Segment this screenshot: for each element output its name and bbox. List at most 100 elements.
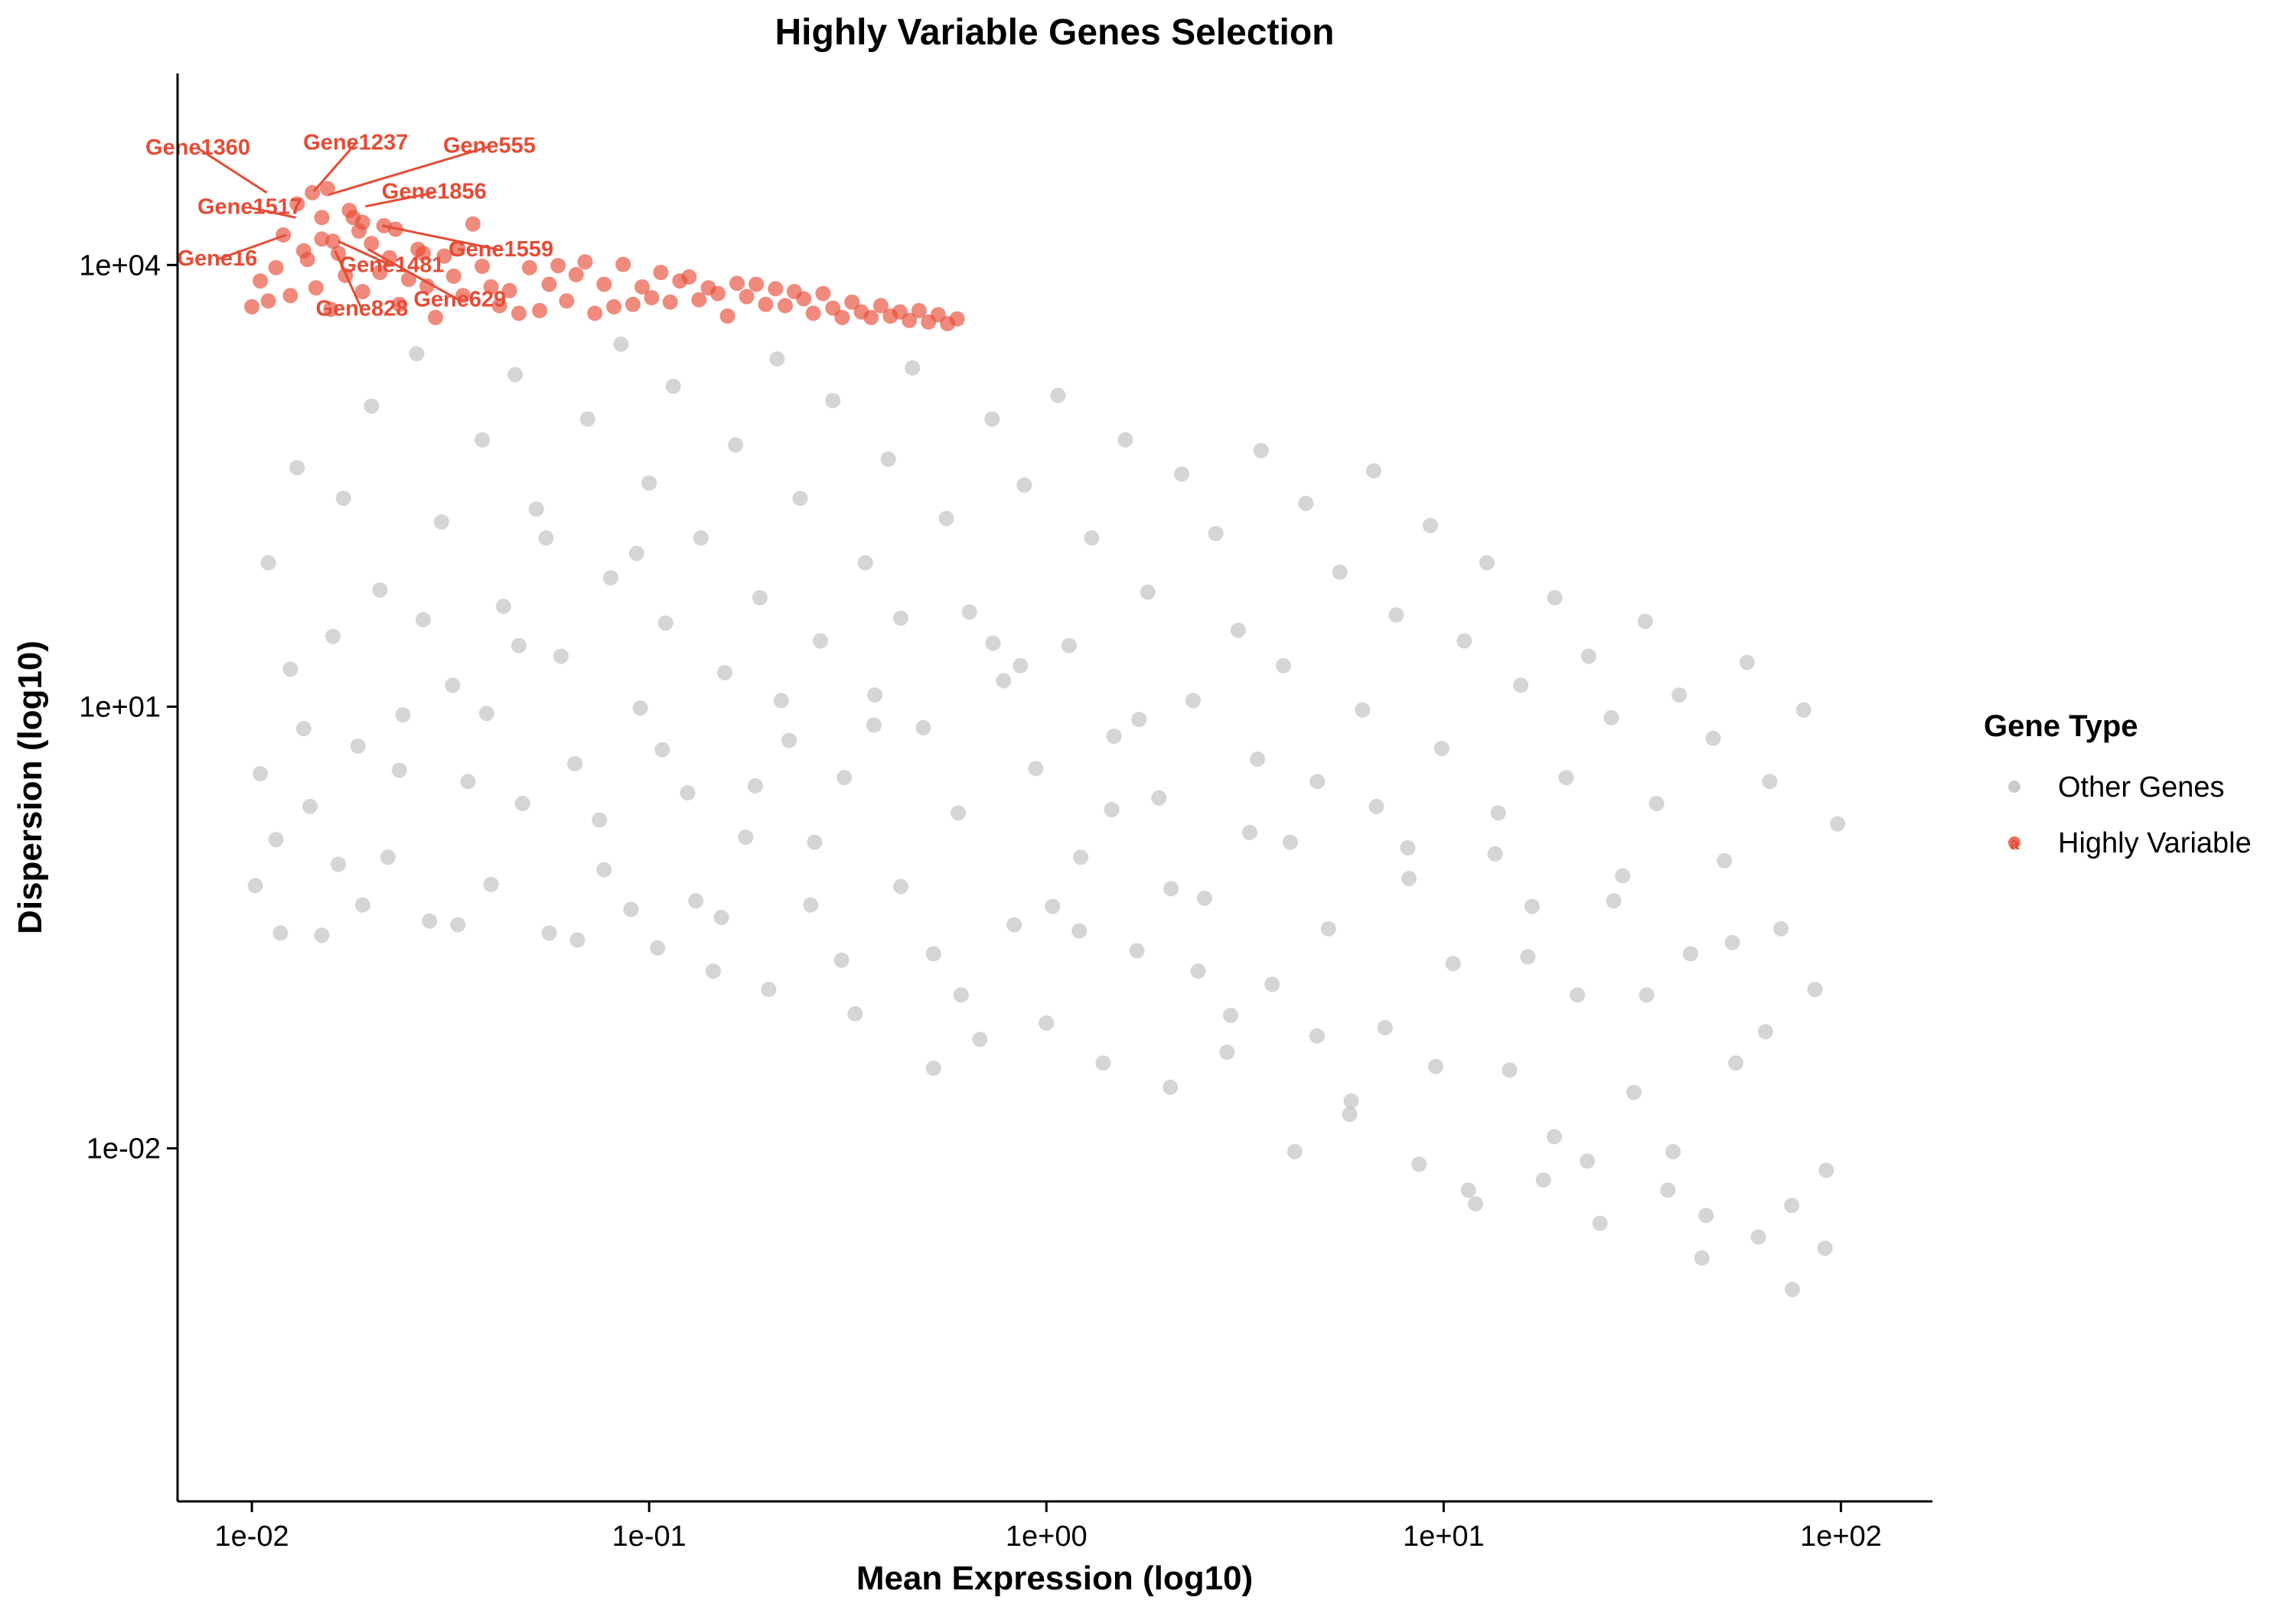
point-other-genes-25 bbox=[528, 501, 544, 517]
point-highly-variable-87 bbox=[416, 246, 431, 262]
point-highly-variable-19 bbox=[400, 272, 416, 287]
point-highly-variable-54 bbox=[729, 275, 745, 292]
point-other-genes-10 bbox=[350, 738, 366, 754]
point-highly-variable-64 bbox=[825, 300, 841, 316]
annotation-label-gene1237: Gene1237 bbox=[303, 130, 408, 155]
y-tick-label-2: 1e+04 bbox=[79, 249, 161, 282]
point-other-genes-40 bbox=[693, 530, 709, 546]
point-other-genes-185 bbox=[1282, 834, 1298, 850]
point-other-genes-78 bbox=[1117, 432, 1133, 448]
point-other-genes-73 bbox=[1061, 637, 1077, 654]
point-other-genes-14 bbox=[395, 707, 411, 723]
point-highly-variable-89 bbox=[314, 210, 330, 226]
point-highly-variable-28 bbox=[483, 279, 499, 295]
point-other-genes-52 bbox=[825, 393, 841, 409]
legend-swatch-other-genes bbox=[2008, 781, 2020, 793]
point-highly-variable-55 bbox=[739, 288, 755, 305]
point-other-genes-20 bbox=[475, 432, 491, 448]
point-other-genes-148 bbox=[654, 742, 670, 758]
point-other-genes-189 bbox=[1520, 949, 1536, 965]
point-other-genes-28 bbox=[567, 756, 583, 771]
point-other-genes-122 bbox=[1615, 868, 1631, 884]
point-other-genes-74 bbox=[1073, 849, 1089, 865]
point-other-genes-87 bbox=[1219, 1045, 1235, 1060]
point-other-genes-19 bbox=[460, 774, 476, 790]
point-other-genes-86 bbox=[1208, 526, 1224, 542]
point-other-genes-77 bbox=[1106, 729, 1122, 745]
y-axis-title: Dispersion (log10) bbox=[11, 641, 49, 934]
point-other-genes-156 bbox=[1131, 712, 1147, 728]
point-other-genes-81 bbox=[1151, 790, 1167, 806]
point-other-genes-93 bbox=[1287, 1143, 1303, 1159]
annotation-label-gene629: Gene629 bbox=[413, 288, 506, 312]
point-other-genes-85 bbox=[1196, 890, 1212, 906]
point-highly-variable-18 bbox=[391, 296, 407, 312]
point-other-genes-182 bbox=[1104, 802, 1120, 817]
point-other-genes-135 bbox=[1762, 774, 1778, 790]
point-other-genes-92 bbox=[1275, 657, 1291, 673]
point-other-genes-70 bbox=[1028, 761, 1044, 777]
point-highly-variable-44 bbox=[634, 279, 650, 295]
point-highly-variable-17 bbox=[381, 249, 397, 266]
points-layer bbox=[244, 181, 1846, 1298]
point-other-genes-191 bbox=[1639, 987, 1655, 1003]
point-other-genes-12 bbox=[380, 849, 396, 865]
point-highly-variable-83 bbox=[325, 233, 341, 249]
point-other-genes-23 bbox=[507, 367, 523, 383]
point-other-genes-132 bbox=[1728, 1055, 1743, 1071]
point-other-genes-193 bbox=[1757, 1024, 1773, 1040]
point-highly-variable-10 bbox=[323, 302, 339, 318]
annotation-label-gene1360: Gene1360 bbox=[145, 135, 250, 160]
point-other-genes-50 bbox=[803, 897, 819, 913]
point-other-genes-150 bbox=[773, 693, 789, 709]
point-highly-variable-8 bbox=[308, 280, 324, 296]
point-other-genes-33 bbox=[623, 901, 639, 918]
point-other-genes-147 bbox=[596, 862, 612, 878]
point-highly-variable-77 bbox=[949, 311, 965, 327]
point-highly-variable-72 bbox=[902, 312, 918, 328]
point-other-genes-54 bbox=[847, 1006, 863, 1022]
point-other-genes-57 bbox=[880, 451, 896, 467]
point-highly-variable-88 bbox=[450, 240, 466, 256]
point-other-genes-129 bbox=[1694, 1250, 1710, 1266]
point-other-genes-94 bbox=[1298, 495, 1314, 511]
point-other-genes-171 bbox=[450, 917, 466, 933]
point-other-genes-143 bbox=[354, 897, 370, 913]
point-other-genes-131 bbox=[1717, 852, 1733, 869]
point-other-genes-120 bbox=[1592, 1215, 1608, 1231]
point-other-genes-37 bbox=[657, 615, 673, 631]
point-other-genes-34 bbox=[632, 700, 648, 716]
point-other-genes-51 bbox=[813, 633, 829, 649]
point-highly-variable-45 bbox=[644, 290, 660, 305]
point-other-genes-187 bbox=[1401, 871, 1417, 887]
point-other-genes-31 bbox=[602, 570, 618, 586]
point-other-genes-75 bbox=[1084, 530, 1100, 546]
point-other-genes-55 bbox=[857, 555, 873, 571]
point-other-genes-29 bbox=[579, 411, 595, 427]
point-other-genes-133 bbox=[1739, 654, 1755, 670]
point-other-genes-53 bbox=[837, 770, 853, 786]
point-other-genes-8 bbox=[325, 628, 341, 644]
point-other-genes-102 bbox=[1388, 607, 1404, 623]
point-other-genes-177 bbox=[807, 834, 823, 850]
point-other-genes-188 bbox=[1460, 1182, 1476, 1198]
point-highly-variable-65 bbox=[834, 309, 850, 325]
point-highly-variable-26 bbox=[465, 216, 481, 232]
x-tick-label-4: 1e+02 bbox=[1800, 1521, 1882, 1553]
point-other-genes-1 bbox=[268, 832, 284, 848]
point-highly-variable-85 bbox=[354, 214, 370, 230]
legend-label-other-genes: Other Genes bbox=[2058, 771, 2225, 804]
point-other-genes-159 bbox=[1309, 1028, 1325, 1044]
point-other-genes-130 bbox=[1705, 730, 1721, 746]
point-other-genes-176 bbox=[747, 777, 763, 794]
point-highly-variable-79 bbox=[319, 181, 335, 197]
point-other-genes-127 bbox=[1671, 687, 1688, 703]
point-highly-variable-35 bbox=[550, 258, 566, 274]
point-other-genes-30 bbox=[592, 812, 608, 828]
point-highly-variable-5 bbox=[282, 288, 298, 304]
point-other-genes-35 bbox=[641, 475, 657, 491]
point-highly-variable-31 bbox=[511, 305, 527, 321]
point-other-genes-67 bbox=[996, 673, 1012, 689]
annotation-leader-gene629 bbox=[367, 248, 461, 302]
